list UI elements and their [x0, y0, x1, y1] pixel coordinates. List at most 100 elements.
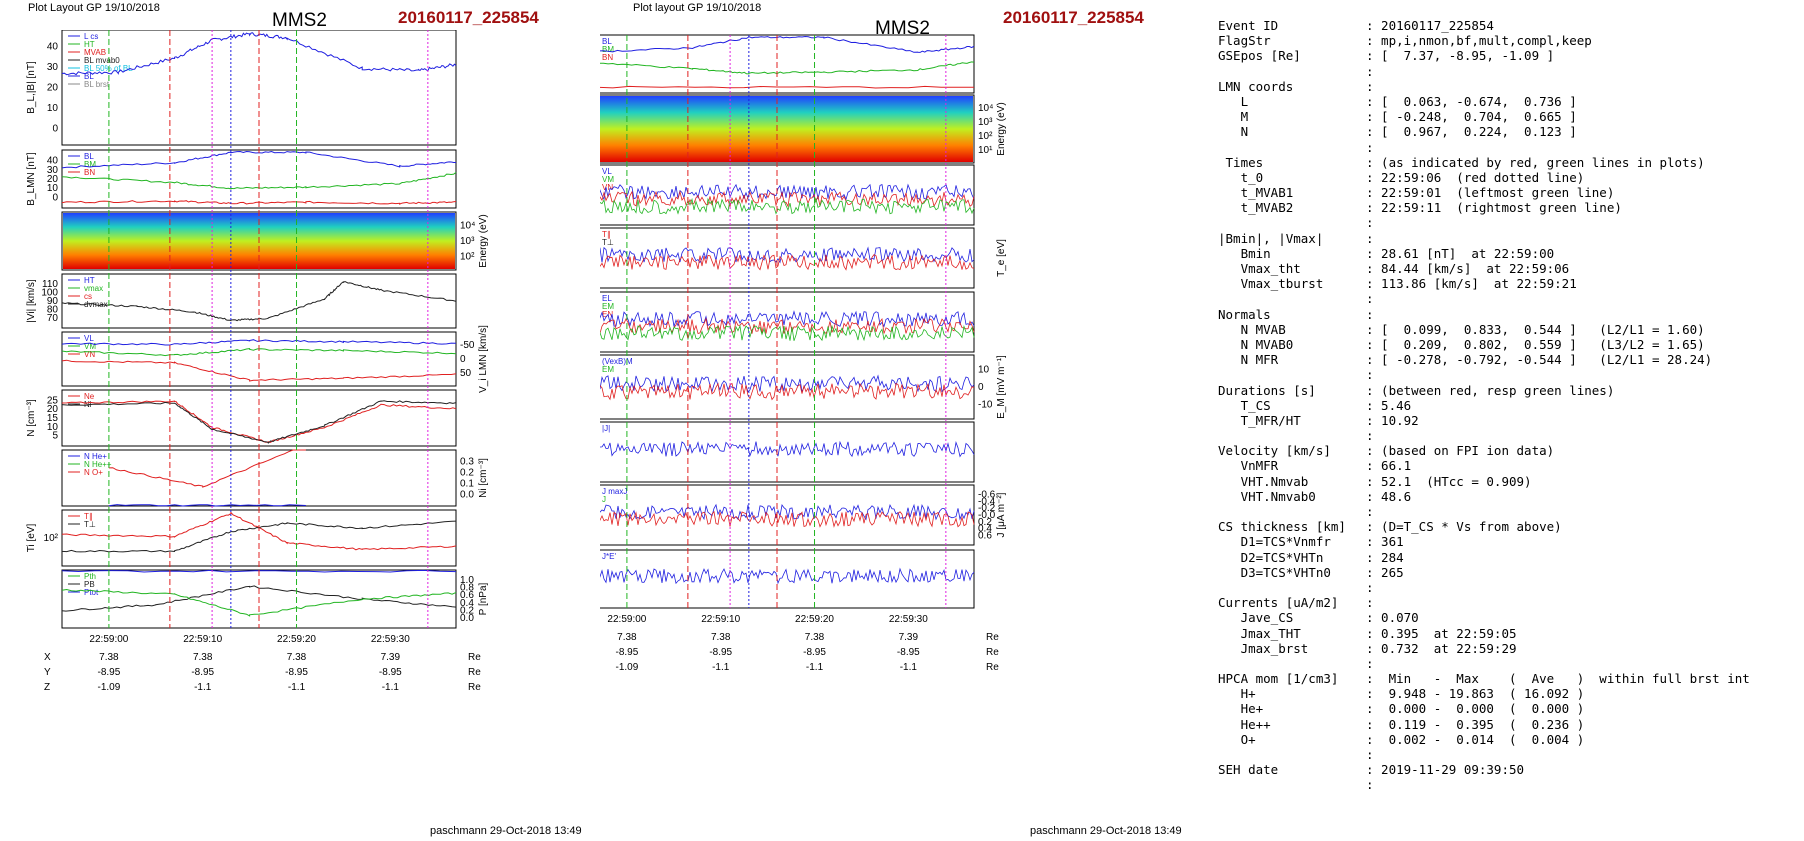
info-value: : (D=T_CS * Vs from above) — [1366, 519, 1562, 535]
y-tick-label: 0.4 — [460, 598, 474, 609]
info-value: : [ 0.967, 0.224, 0.123 ] — [1366, 124, 1577, 140]
legend-label: VM — [602, 175, 614, 184]
coord-value: -8.95 — [616, 647, 639, 658]
info-value: : — [1366, 428, 1374, 444]
info-row: SEH date: 2019-11-29 09:39:50 — [1218, 762, 1798, 777]
y-tick-label: 20 — [47, 404, 59, 415]
info-value: : 0.000 - 0.000 ( 0.000 ) — [1366, 701, 1585, 717]
y-tick-label: 10² — [460, 251, 475, 262]
coord-value: -8.95 — [191, 667, 214, 678]
coord-axis-label: Y — [44, 667, 51, 678]
y-tick-label: 0 — [52, 192, 58, 203]
info-row: : — [1218, 777, 1798, 792]
coord-unit: Re — [986, 632, 999, 643]
legend-label: N He++ — [84, 460, 112, 469]
legend-label: N O+ — [84, 468, 103, 477]
info-value: : mp,i,nmon,bf,mult,compl,keep — [1366, 33, 1592, 49]
y-tick-label: 50 — [460, 368, 472, 379]
legend-label: Ne — [84, 392, 95, 401]
series-BN — [600, 85, 975, 89]
info-key — [1218, 428, 1366, 443]
x-tick-label: 22:59:00 — [89, 634, 128, 645]
info-row: Bmin: 28.61 [nT] at 22:59:00 — [1218, 246, 1798, 261]
coord-value: 7.38 — [99, 652, 119, 663]
y-tick-label: 0.4 — [978, 524, 992, 535]
info-row: T_CS: 5.46 — [1218, 398, 1798, 413]
info-key: Normals — [1218, 306, 1271, 322]
coord-value: -1.1 — [712, 662, 730, 673]
info-key — [1218, 291, 1366, 306]
info-value: : — [1366, 747, 1374, 762]
info-key: O+ — [1218, 731, 1256, 747]
right-figure-header: Plot layout GP 19/10/2018 — [633, 2, 762, 14]
info-row: Vmax_tht: 84.44 [km/s] at 22:59:06 — [1218, 261, 1798, 276]
left-event-id: 20160117_225854 — [398, 8, 539, 27]
info-value: : 52.1 (HTcc = 0.909) — [1366, 473, 1532, 489]
info-row: Normals: — [1218, 307, 1798, 322]
info-row: VnMFR: 66.1 — [1218, 458, 1798, 473]
y-tick-label: 10² — [978, 131, 993, 142]
info-row: Jmax_brst: 0.732 at 22:59:29 — [1218, 641, 1798, 656]
coord-value: -8.95 — [285, 667, 308, 678]
info-value: : 113.86 [km/s] at 22:59:21 — [1366, 276, 1577, 292]
info-key: GSEpos [Re] — [1218, 48, 1301, 64]
info-row: He+: 0.000 - 0.000 ( 0.000 ) — [1218, 701, 1798, 716]
info-key — [1218, 64, 1366, 79]
legend-label: |J| — [602, 424, 610, 433]
info-key: VHT.Nmvab0 — [1218, 488, 1316, 504]
legend-label: N He+ — [84, 452, 107, 461]
info-key: CS thickness [km] — [1218, 519, 1346, 535]
info-row: : — [1218, 428, 1798, 443]
series-Pth — [61, 588, 457, 617]
y-tick-label: 15 — [47, 413, 59, 424]
legend-label: EM — [602, 365, 614, 374]
legend-label: J maxJ — [602, 487, 627, 496]
info-key: T_MFR/HT — [1218, 412, 1301, 428]
legend-label: EL — [602, 294, 612, 303]
panel-3: V_e LMN [km/s]-1000100200VLVMVN — [600, 164, 975, 226]
y-tick-label: 10¹ — [978, 145, 993, 156]
info-value: : 0.002 - 0.014 ( 0.004 ) — [1366, 731, 1585, 747]
y-tick-label: -10 — [978, 399, 993, 410]
series-VM — [61, 348, 457, 357]
info-key: N MFR — [1218, 352, 1279, 368]
info-row: CS thickness [km] : (D=T_CS * Vs from abo… — [1218, 519, 1798, 534]
y-tick-label: 30 — [47, 62, 59, 73]
x-tick-label: 22:59:10 — [183, 634, 222, 645]
info-key: t_MVAB2 — [1218, 200, 1294, 216]
info-value: : 66.1 — [1366, 458, 1412, 474]
info-key: N MVAB — [1218, 321, 1286, 337]
y-tick-label: -0.2 — [978, 503, 996, 514]
coord-value: -8.95 — [803, 647, 826, 658]
left-figure-footer: paschmann 29-Oct-2018 13:49 — [430, 825, 582, 837]
info-value: : (based on FPI ion data) — [1366, 443, 1555, 459]
info-row: t_MVAB2 : 22:59:11 (rightmost green line) — [1218, 200, 1798, 215]
y-tick-label: 0 — [52, 124, 58, 135]
panel-8: Ti [eV] 10² T∥T⊥ — [26, 509, 457, 567]
info-key: Currents [uA/m2] — [1218, 595, 1339, 611]
y-tick-label: 110 — [42, 279, 58, 290]
coord-value: 7.38 — [617, 632, 637, 643]
info-key: FlagStr — [1218, 33, 1271, 49]
info-row: M: [ -0.248, 0.704, 0.665 ] — [1218, 109, 1798, 124]
legend-label: BM — [602, 45, 614, 54]
right-event-id: 20160117_225854 — [1003, 8, 1144, 27]
info-value: : — [1366, 595, 1382, 611]
x-tick-label: 22:59:20 — [277, 634, 316, 645]
y-tick-label: 10³ — [460, 236, 475, 247]
legend-label: T∥ — [84, 512, 93, 521]
series-N O+ — [108, 504, 306, 507]
info-key: Vmax_tht — [1218, 261, 1301, 276]
panel-ylabel: Energy (eV) — [478, 214, 489, 267]
info-key: L — [1218, 93, 1249, 109]
info-row: : — [1218, 656, 1798, 671]
x-tick-label: 22:59:30 — [371, 634, 410, 645]
coord-value: -1.09 — [98, 682, 121, 693]
y-tick-label: 10 — [47, 103, 59, 114]
legend-label: BL brst — [84, 80, 110, 89]
info-value: : 22:59:11 (rightmost green line) — [1366, 200, 1622, 216]
legend-label: J*E' — [602, 552, 616, 561]
